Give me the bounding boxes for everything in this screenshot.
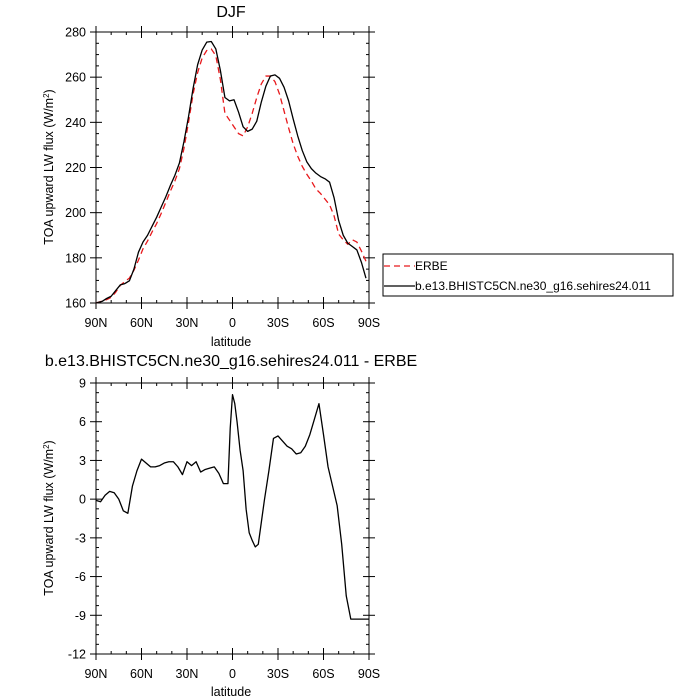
top-series-lines bbox=[95, 40, 367, 304]
top-y-axis-label-main: TOA upward LW flux (W/m bbox=[42, 98, 56, 245]
top-series-erbe-line bbox=[95, 48, 367, 304]
top-xtick-label: 30N bbox=[176, 316, 199, 330]
bottom-xtick-label: 90N bbox=[85, 667, 108, 681]
bottom-xtick-label: 30N bbox=[176, 667, 199, 681]
bottom-plot-frame bbox=[95, 382, 370, 655]
bottom-ytick-label: 3 bbox=[79, 454, 86, 468]
top-ytick-label: 160 bbox=[65, 297, 86, 311]
top-ytick-label: 260 bbox=[65, 71, 86, 85]
top-y-axis-label-close: ) bbox=[42, 89, 56, 93]
top-ytick-label: 220 bbox=[65, 161, 86, 175]
top-xtick-label: 0 bbox=[229, 316, 236, 330]
bottom-chart-title: b.e13.BHISTC5CN.ne30_g16.sehires24.011 -… bbox=[45, 353, 417, 370]
top-y-axis-label-sup: 2 bbox=[42, 93, 51, 98]
bottom-xtick-label: 0 bbox=[229, 667, 236, 681]
bottom-xtick-label: 90S bbox=[358, 667, 380, 681]
bottom-ytick-label: -9 bbox=[75, 609, 86, 623]
top-ytick-label: 200 bbox=[65, 206, 86, 220]
top-ytick-label: 180 bbox=[65, 251, 86, 265]
top-x-ticks: 90N 60N 30N 0 30S 60S 90S bbox=[85, 26, 380, 330]
bottom-y-axis-label: TOA upward LW flux (W/m2) bbox=[42, 440, 57, 595]
bottom-x-ticks: 90N 60N 30N 0 30S 60S 90S bbox=[85, 377, 380, 681]
bottom-y-axis-label-close: ) bbox=[42, 440, 56, 444]
bottom-y-ticks: -12 -9 -6 -3 0 3 6 9 bbox=[68, 377, 375, 662]
bottom-ytick-label: -6 bbox=[75, 570, 86, 584]
top-y-axis-label: TOA upward LW flux (W/m2) bbox=[42, 89, 57, 244]
bottom-xtick-label: 30S bbox=[267, 667, 289, 681]
bottom-panel: b.e13.BHISTC5CN.ne30_g16.sehires24.011 -… bbox=[42, 353, 418, 699]
top-xtick-label: 90S bbox=[358, 316, 380, 330]
top-panel: DJF 160 180 200 220 240 260 280 90N 60N 30N 0 30S 6… bbox=[42, 4, 674, 349]
top-series-model-line bbox=[95, 40, 367, 304]
legend-model-label: b.e13.BHISTC5CN.ne30_g16.sehires24.011 bbox=[415, 279, 651, 293]
top-xtick-label: 60S bbox=[312, 316, 334, 330]
top-xtick-label: 30S bbox=[267, 316, 289, 330]
top-chart-title: DJF bbox=[216, 4, 246, 21]
bottom-series-difference-line bbox=[95, 393, 369, 620]
top-xtick-label: 90N bbox=[85, 316, 108, 330]
top-ytick-label: 280 bbox=[65, 26, 86, 40]
legend-erbe-label: ERBE bbox=[415, 259, 448, 273]
bottom-ytick-label: -3 bbox=[75, 531, 86, 545]
legend: ERBE b.e13.BHISTC5CN.ne30_g16.sehires24.… bbox=[382, 253, 674, 297]
bottom-y-axis-label-main: TOA upward LW flux (W/m bbox=[42, 449, 56, 596]
bottom-series-lines bbox=[95, 393, 369, 620]
bottom-xtick-label: 60S bbox=[312, 667, 334, 681]
top-y-ticks: 160 180 200 220 240 260 280 bbox=[65, 26, 375, 311]
top-xtick-label: 60N bbox=[130, 316, 153, 330]
bottom-ytick-label: -12 bbox=[68, 648, 86, 662]
bottom-ytick-label: 0 bbox=[79, 493, 86, 507]
bottom-ytick-label: 6 bbox=[79, 415, 86, 429]
bottom-y-axis-label-sup: 2 bbox=[42, 444, 51, 449]
legend-frame bbox=[382, 253, 674, 297]
bottom-ytick-label: 9 bbox=[79, 377, 86, 391]
bottom-x-axis-label: latitude bbox=[211, 685, 251, 699]
top-x-axis-label: latitude bbox=[211, 335, 251, 349]
top-ytick-label: 240 bbox=[65, 116, 86, 130]
bottom-xtick-label: 60N bbox=[130, 667, 153, 681]
